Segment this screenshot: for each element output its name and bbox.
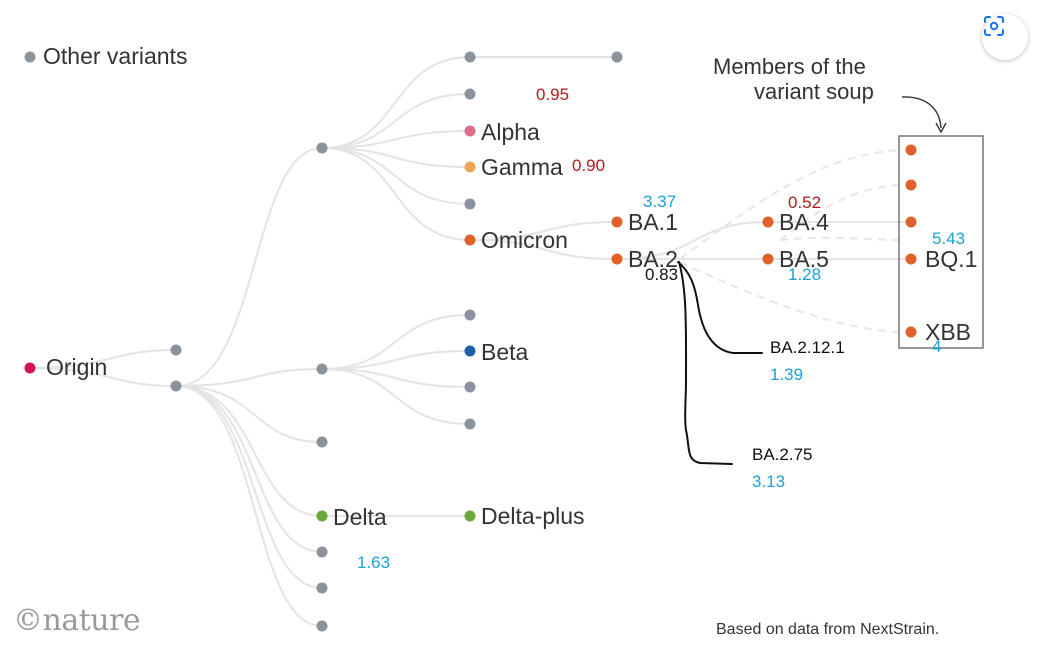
gamma-node — [464, 161, 476, 173]
alpha-node — [464, 125, 476, 137]
node-l2-top — [316, 142, 328, 154]
ba5-node — [762, 253, 774, 265]
delta-label: Delta — [333, 504, 387, 530]
hand-drawn-annotations — [677, 261, 763, 465]
delta-node — [316, 510, 328, 522]
number-052: 0.52 — [788, 193, 822, 212]
node-l3-315 — [464, 309, 476, 321]
node-l3-94 — [464, 88, 476, 100]
node-l3-57 — [464, 51, 476, 63]
beta-node — [464, 345, 476, 357]
node-l2-626 — [316, 620, 328, 632]
node-l2-588 — [316, 582, 328, 594]
delta-plus-node — [464, 510, 476, 522]
number-083: 0.83 — [645, 265, 679, 284]
variant-soup-box — [898, 135, 984, 349]
delta-plus-label: Delta-plus — [481, 503, 585, 529]
soup-node-150 — [905, 144, 917, 156]
soup-caption: Members of the variant soup — [713, 54, 874, 105]
number-095: 0.95 — [536, 85, 570, 104]
omicron-label: Omicron — [481, 227, 568, 253]
soup-node-222 — [905, 216, 917, 228]
dashed-branches — [679, 149, 901, 333]
number-128: 1.28 — [788, 265, 822, 284]
ba1-node — [611, 216, 623, 228]
soup-node-185 — [905, 179, 917, 191]
ba4-label: BA.4 — [779, 209, 829, 235]
lens-scan-button[interactable] — [982, 14, 1028, 60]
node-l2-552 — [316, 546, 328, 558]
legend-dot — [24, 51, 36, 63]
gamma-label: Gamma — [481, 154, 563, 180]
number-4: 4 — [932, 337, 942, 356]
number-313: 3.13 — [752, 472, 786, 491]
ba275-annotation: BA.2.75 — [752, 445, 813, 464]
node-l1-upper — [170, 344, 182, 356]
ba5-label: BA.5 — [779, 246, 829, 272]
soup-caption-line2: variant soup — [754, 79, 874, 105]
beta-label: Beta — [481, 339, 529, 365]
node-l4-57 — [611, 51, 623, 63]
number-139: 1.39 — [770, 365, 804, 384]
node-l2-mid — [316, 363, 328, 375]
node-l1-lower — [170, 380, 182, 392]
omicron-node — [464, 234, 476, 246]
caption-arrow — [901, 96, 942, 129]
number-090: 0.90 — [572, 156, 606, 175]
number-337: 3.37 — [643, 192, 677, 211]
bq1-node — [905, 253, 917, 265]
bq1-label: BQ.1 — [925, 246, 978, 272]
legend-label: Other variants — [43, 43, 188, 69]
ba4-node — [762, 216, 774, 228]
data-credit: Based on data from NextStrain. — [716, 621, 940, 638]
tree-nodes — [24, 51, 917, 632]
number-543: 5.43 — [932, 229, 966, 248]
origin-label: Origin — [46, 354, 108, 380]
alpha-label: Alpha — [481, 119, 540, 145]
xbb-node — [905, 326, 917, 338]
xbb-label: XBB — [925, 319, 972, 345]
soup-caption-line1: Members of the — [713, 54, 866, 79]
caption-arrowhead — [935, 122, 947, 134]
ba2121-annotation: BA.2.12.1 — [770, 338, 845, 357]
tree-branches — [29, 56, 911, 627]
lens-scan-icon — [984, 16, 1004, 36]
ba2-node — [611, 253, 623, 265]
node-l2-442 — [316, 436, 328, 448]
ba2-label: BA.2 — [628, 246, 678, 272]
node-l3-204 — [464, 198, 476, 210]
node-l3-424 — [464, 418, 476, 430]
node-l3-387 — [464, 381, 476, 393]
nature-logo: ©nature — [13, 603, 141, 638]
number-163: 1.63 — [357, 553, 391, 572]
ba1-label: BA.1 — [628, 209, 678, 235]
origin-node — [24, 362, 36, 374]
